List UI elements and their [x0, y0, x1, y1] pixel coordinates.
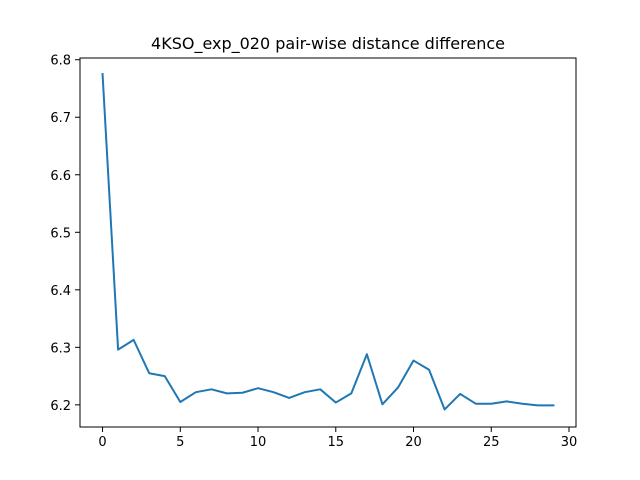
- y-tick-label: 6.7: [50, 111, 71, 126]
- x-axis: 0 5 10 15 20 25 30: [98, 427, 577, 450]
- y-tick-label: 6.6: [50, 169, 71, 184]
- y-axis: 6.2 6.3 6.4 6.5 6.6 6.7 6.8: [50, 54, 80, 414]
- x-tick-label: 0: [98, 435, 106, 450]
- x-tick-label: 30: [561, 435, 578, 450]
- x-tick-label: 25: [483, 435, 500, 450]
- axes-frame: [79, 57, 577, 428]
- plot-area: 0 5 10 15 20 25 30 6.2 6.3 6.4 6.5 6.6 6.7 6.8: [50, 54, 577, 450]
- series-line-0: [101, 73, 555, 411]
- y-tick-label: 6.3: [50, 341, 71, 356]
- x-tick-label: 20: [405, 435, 422, 450]
- axes-layer: [79, 57, 577, 428]
- x-tick-label: 10: [250, 435, 267, 450]
- x-tick-label: 15: [328, 435, 345, 450]
- series-layer: [101, 73, 555, 411]
- y-tick-label: 6.2: [50, 399, 71, 414]
- chart-title: 4KSO_exp_020 pair-wise distance differen…: [151, 34, 505, 54]
- x-tick-label: 5: [176, 435, 184, 450]
- y-tick-label: 6.4: [50, 284, 71, 299]
- y-tick-label: 6.8: [50, 54, 71, 69]
- plot-background: [80, 58, 576, 427]
- y-tick-label: 6.5: [50, 226, 71, 241]
